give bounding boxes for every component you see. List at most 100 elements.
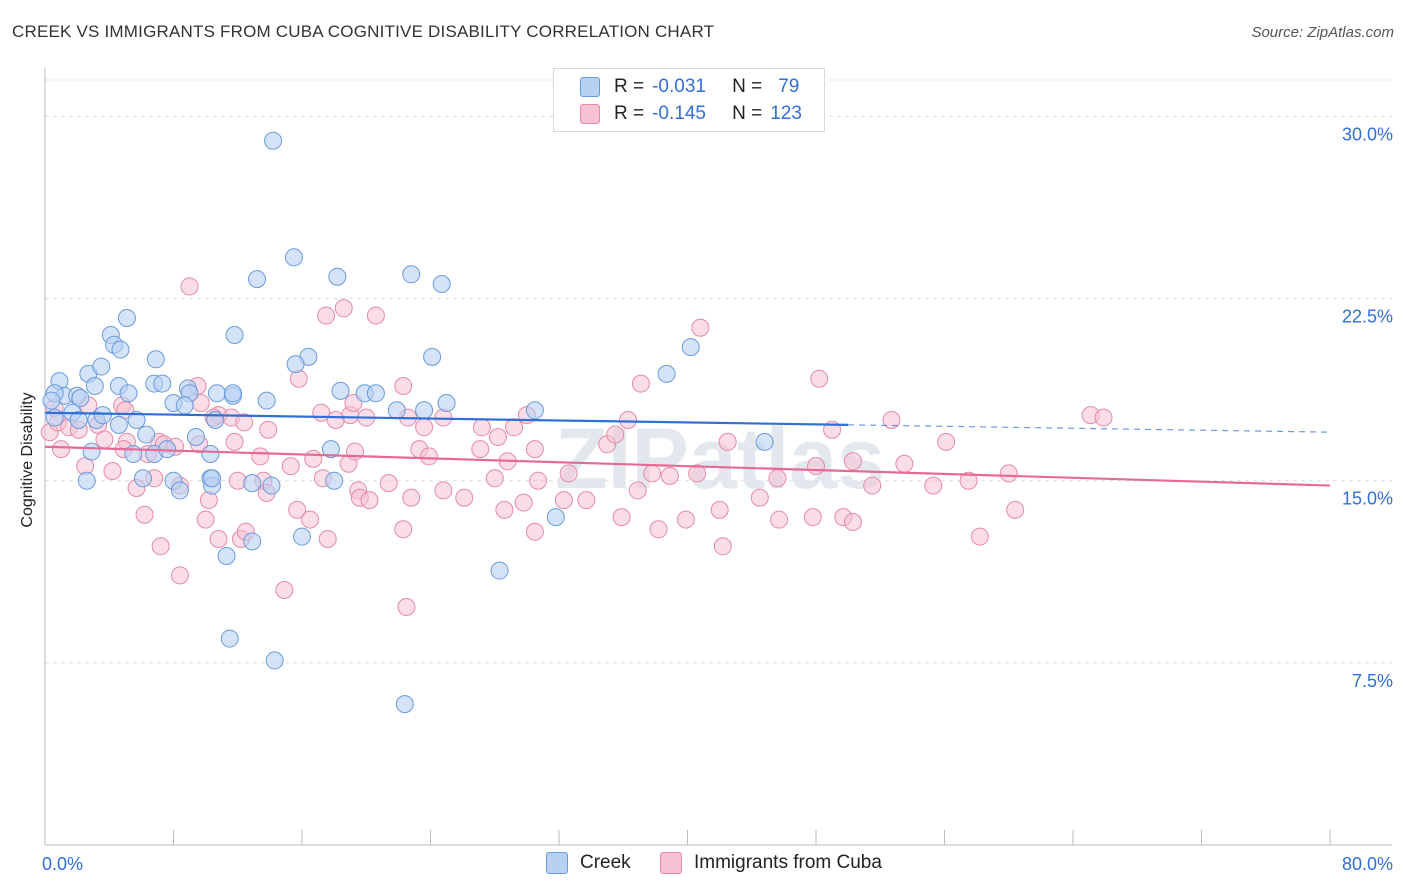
cuba-point (471, 440, 490, 459)
creek-point (293, 527, 311, 546)
creek-point (525, 401, 544, 420)
cuba-point (1006, 500, 1025, 519)
creek-point (286, 355, 305, 374)
legend-n-label: N = (732, 103, 763, 124)
legend-r-value: -0.145 (652, 103, 706, 124)
cuba-point (318, 530, 337, 548)
cuba-point (334, 299, 353, 318)
cuba-point (843, 452, 862, 471)
cuba-point (843, 513, 862, 531)
trend-layer (44, 411, 1331, 487)
cuba-point (52, 440, 71, 459)
creek-point (402, 265, 421, 284)
creek-point (432, 275, 451, 293)
creek-point (93, 406, 112, 425)
legend-r-label: R = (614, 76, 645, 97)
creek-point (243, 532, 262, 551)
cuba-point (301, 510, 320, 529)
cuba-point (434, 481, 453, 500)
creek-point (69, 411, 88, 429)
cuba-point (577, 491, 596, 510)
cuba-point (495, 500, 514, 519)
cuba-point (281, 457, 300, 476)
y-tick-label: 15.0% (1342, 489, 1393, 509)
cuba-point (379, 474, 398, 493)
legend-n-value: 79 (778, 76, 800, 97)
cuba-point (612, 508, 631, 527)
y-tick-label: 7.5% (1352, 671, 1393, 691)
cuba-point (631, 374, 650, 393)
axis-layer (44, 68, 1392, 846)
cuba-point (525, 522, 544, 541)
cuba-point (317, 306, 336, 325)
legend-row-creek: R = -0.031 N = 79 (580, 75, 799, 99)
cuba-point (103, 462, 122, 480)
creek-point (755, 432, 774, 451)
creek-point (186, 428, 205, 446)
cuba-point (360, 491, 379, 510)
creek-point (217, 547, 236, 565)
chart-title: CREEK VS IMMIGRANTS FROM CUBA COGNITIVE … (12, 22, 715, 41)
creek-point (170, 481, 189, 500)
cuba-point (455, 488, 474, 507)
cuba-point (895, 454, 914, 473)
cuba-point (199, 491, 218, 510)
cuba-point (718, 432, 737, 451)
creek-point (437, 394, 456, 412)
creek-point (415, 401, 434, 420)
cuba-point (649, 520, 668, 539)
cuba-point (366, 306, 385, 325)
cuba-point (394, 520, 413, 539)
cuba-point (959, 471, 978, 490)
creek-trend-line (44, 411, 849, 426)
creek-point (223, 384, 242, 403)
creek-point (331, 381, 350, 400)
cuba-point (713, 537, 732, 556)
cuba-point (676, 510, 695, 529)
cuba-point (419, 447, 438, 466)
cuba-point (1094, 408, 1113, 427)
creek-point (395, 695, 414, 714)
cuba-point (394, 377, 413, 395)
creek-point (284, 248, 303, 267)
creek-point (82, 442, 101, 461)
creek-point (77, 471, 96, 490)
creek-trend-extension (848, 424, 1331, 433)
grid-layer (45, 79, 1392, 664)
creek-swatch (546, 852, 568, 874)
cuba-point (643, 464, 662, 483)
creek-point (109, 415, 128, 434)
legend-n-value: 123 (770, 103, 802, 124)
cuba-point (251, 447, 270, 466)
creek-point (137, 425, 156, 444)
cuba-trend-line (44, 445, 1331, 487)
creek-point (325, 471, 344, 490)
cuba-point (688, 464, 707, 483)
cuba-point (402, 488, 421, 507)
cuba-point (606, 425, 625, 444)
creek-point (146, 350, 165, 369)
creek-point (133, 469, 152, 488)
bottom-legend-creek: Creek (546, 852, 631, 874)
creek-point (657, 364, 676, 383)
creek-point (71, 389, 90, 408)
creek-point (153, 374, 172, 393)
cuba-point (288, 500, 307, 519)
cuba-point (95, 430, 114, 449)
cuba-point (803, 508, 822, 527)
source-label: Source: ZipAtlas.com (1251, 24, 1394, 41)
creek-point (546, 508, 565, 527)
creek-point (328, 267, 347, 286)
creek-point (257, 391, 276, 410)
legend-box: R = -0.031 N = 79 R = -0.145 N = 123 (553, 68, 825, 132)
creek-points-layer (42, 131, 774, 714)
cuba-point (514, 493, 533, 512)
creek-point (92, 357, 111, 376)
bottom-legend-cuba: Immigrants from Cuba (660, 852, 882, 874)
creek-point (45, 408, 64, 427)
cuba-point (397, 598, 416, 616)
cuba-point (170, 566, 189, 585)
cuba-point (225, 432, 244, 451)
creek-point (175, 396, 194, 415)
